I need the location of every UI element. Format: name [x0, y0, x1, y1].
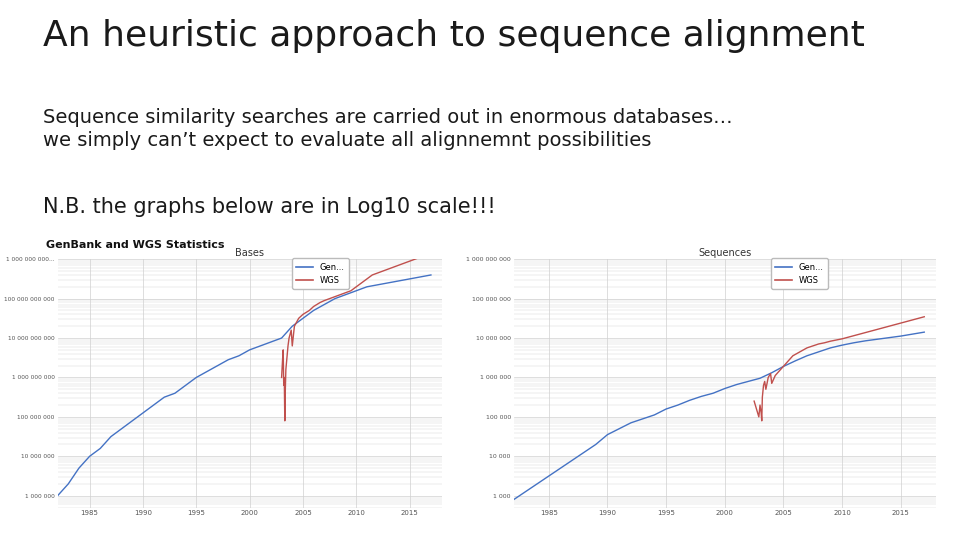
Legend: Gen..., WGS: Gen..., WGS: [292, 259, 348, 289]
Text: Sequence similarity searches are carried out in enormous databases…
we simply ca: Sequence similarity searches are carried…: [43, 108, 732, 151]
Text: GenBank and WGS Statistics: GenBank and WGS Statistics: [46, 240, 225, 251]
Title: Sequences: Sequences: [698, 248, 752, 259]
Legend: Gen..., WGS: Gen..., WGS: [771, 259, 828, 289]
Text: N.B. the graphs below are in Log10 scale!!!: N.B. the graphs below are in Log10 scale…: [43, 197, 496, 217]
Text: An heuristic approach to sequence alignment: An heuristic approach to sequence alignm…: [43, 19, 865, 53]
Title: Bases: Bases: [235, 248, 264, 259]
